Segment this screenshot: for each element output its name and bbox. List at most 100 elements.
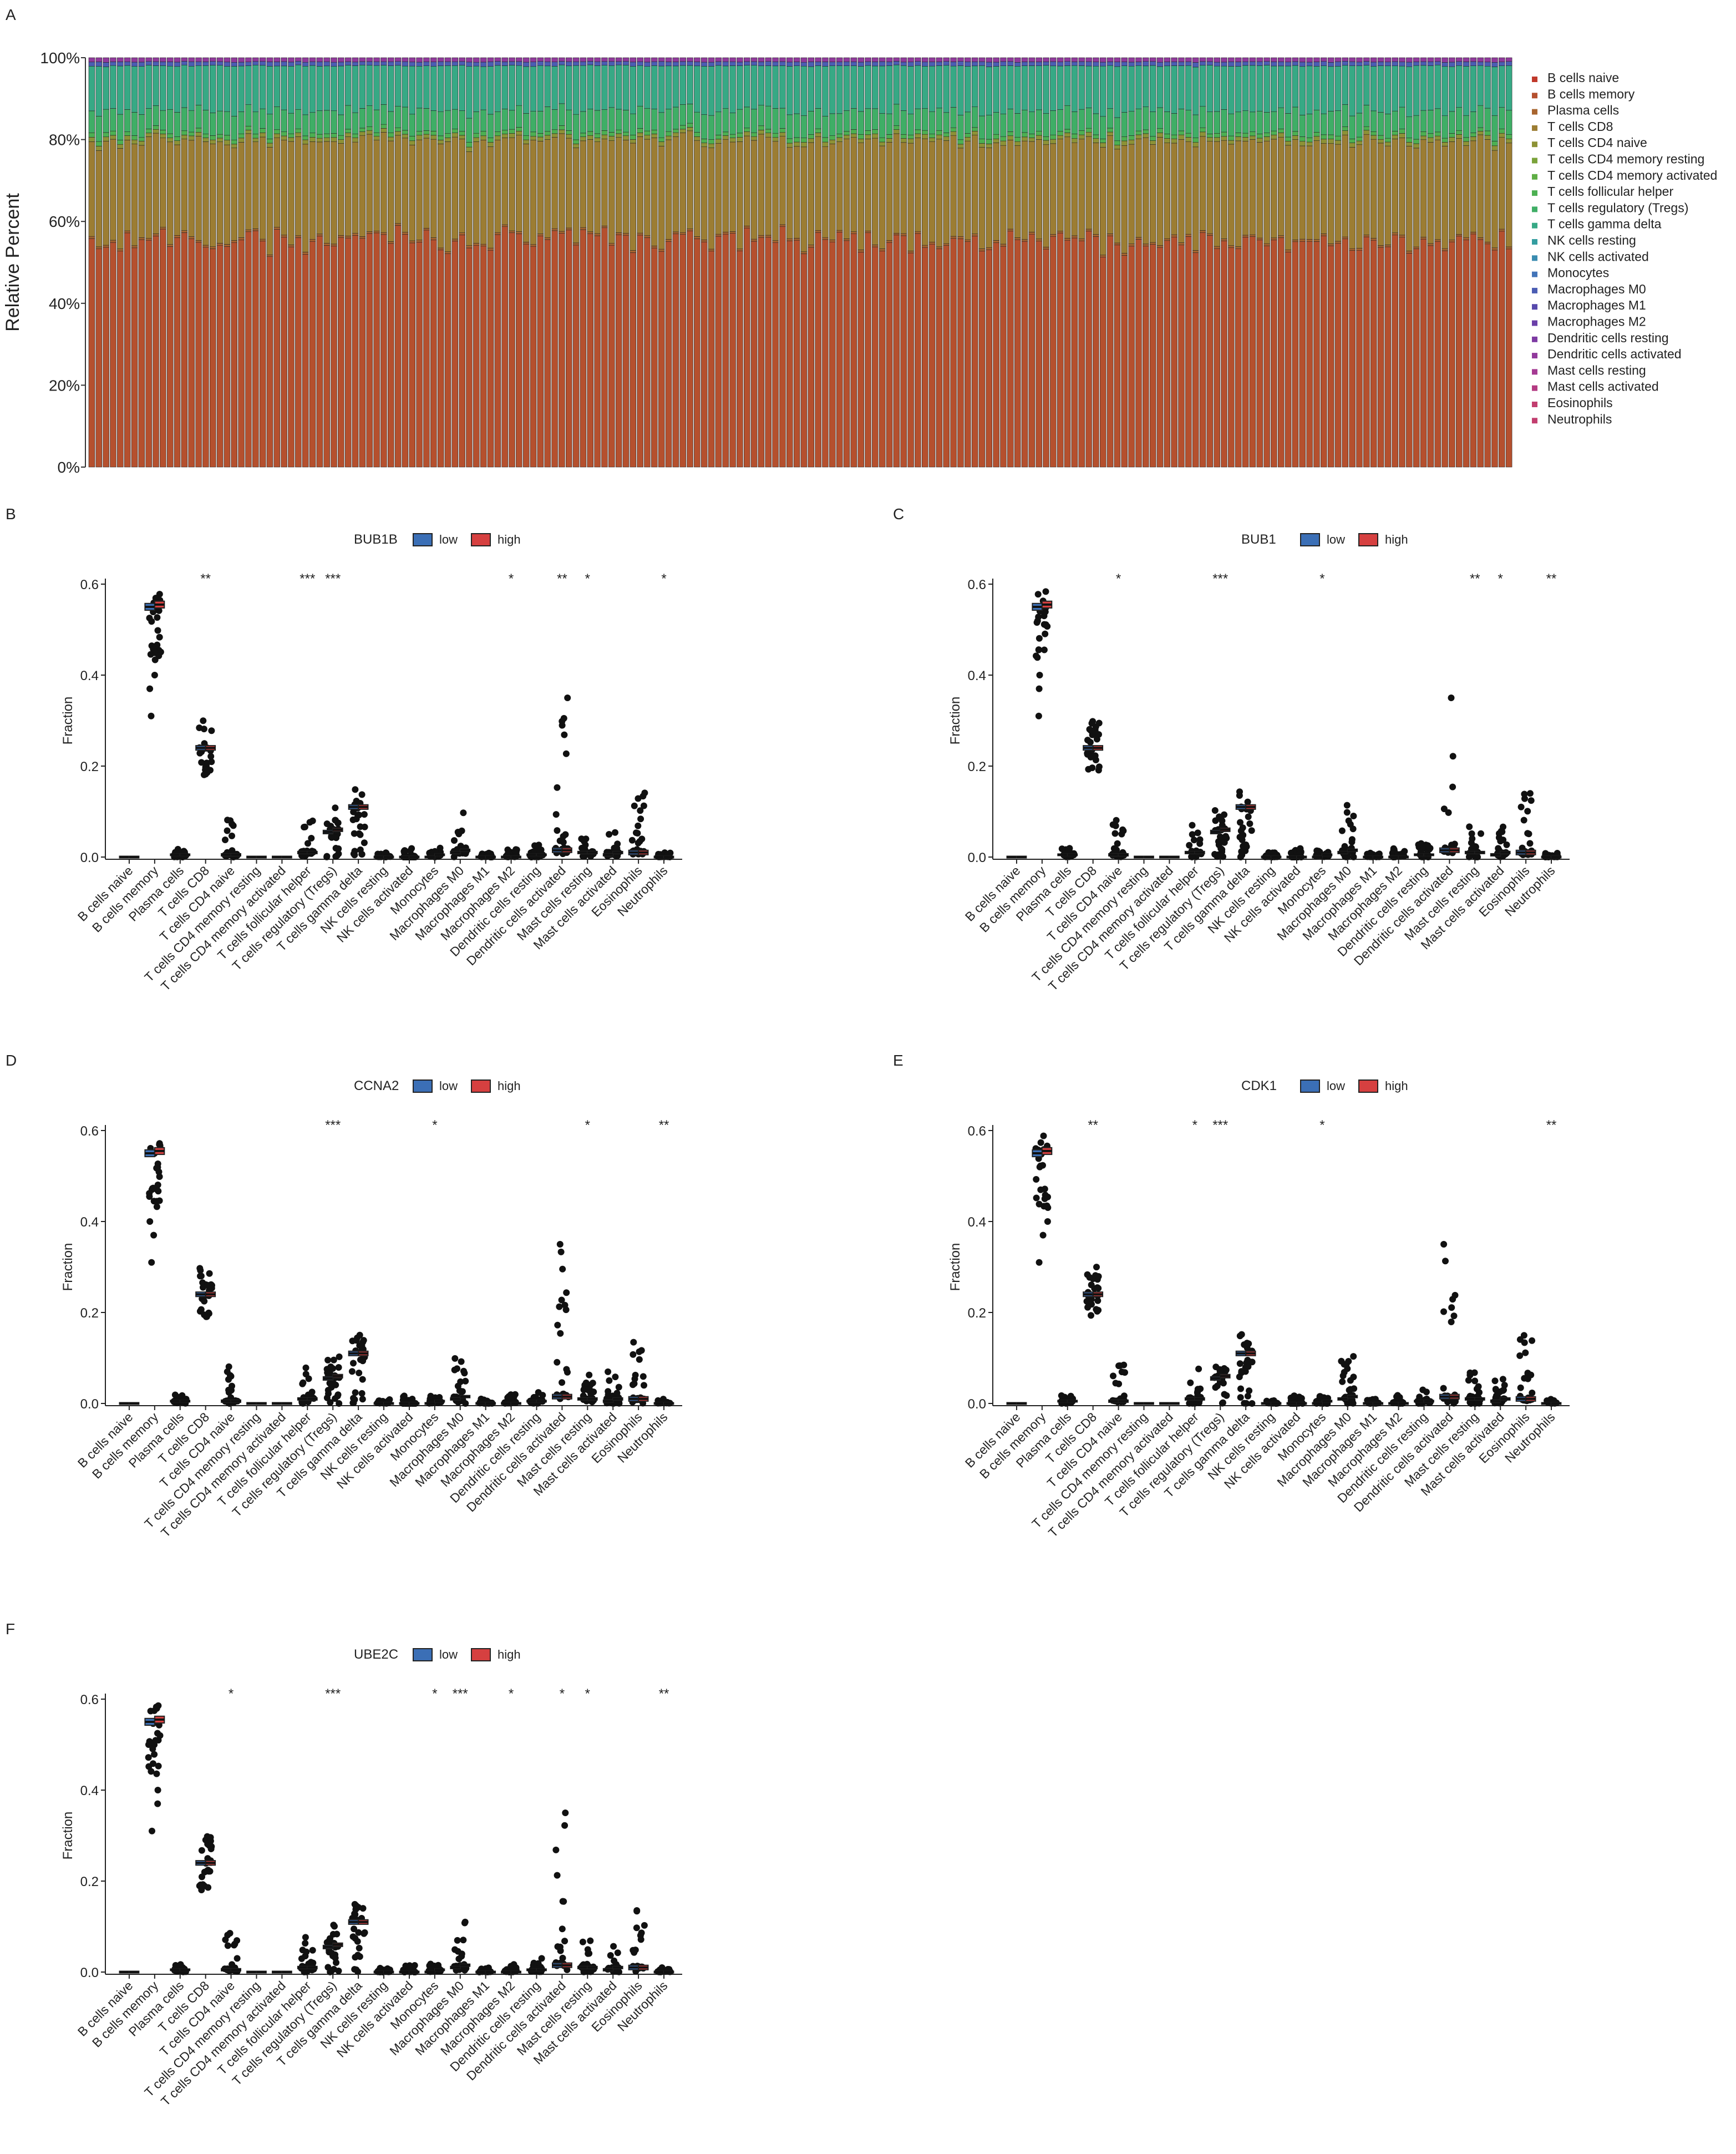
legend-swatch	[1532, 418, 1537, 424]
stacked-bar-segment	[808, 245, 815, 248]
stacked-bar-segment	[651, 138, 658, 246]
stacked-bar-segment	[95, 249, 103, 468]
stacked-bar-segment	[565, 109, 572, 131]
stacked-bar-segment	[630, 62, 637, 67]
stacked-bar-segment	[494, 61, 501, 66]
data-point	[1471, 1377, 1479, 1385]
stacked-bar-segment	[153, 105, 159, 126]
stacked-bar-segment	[209, 143, 216, 247]
stacked-bar-segment	[1156, 66, 1164, 108]
stacked-bar-segment	[1000, 136, 1007, 141]
stacked-bar-segment	[359, 61, 366, 65]
data-point	[1236, 792, 1243, 799]
stacked-bar-segment	[559, 57, 565, 62]
data-point	[1041, 1185, 1048, 1193]
stacked-bar-segment	[1334, 57, 1342, 62]
data-point	[154, 1182, 161, 1188]
stacked-bar-segment	[387, 57, 394, 62]
significance-mark: *	[661, 571, 666, 586]
data-point	[458, 1950, 465, 1958]
data-point	[637, 807, 644, 814]
stacked-bar-segment	[1441, 250, 1448, 468]
stacked-bar-segment	[216, 110, 224, 135]
stacked-bar-segment	[238, 237, 245, 240]
stacked-bar-segment	[758, 65, 765, 106]
stacked-bar-segment	[1085, 131, 1092, 137]
stacked-bar-segment	[266, 254, 273, 257]
data-point	[1448, 695, 1455, 701]
stacked-bar-segment	[850, 62, 857, 66]
stacked-bar-segment	[1441, 248, 1448, 251]
stacked-bar-segment	[793, 57, 800, 62]
stacked-bar-segment	[302, 65, 309, 115]
stacked-bar-segment	[800, 254, 808, 468]
stacked-bar-segment	[836, 65, 843, 114]
stacked-bar-segment	[1078, 65, 1085, 110]
stacked-bar-segment	[252, 134, 259, 139]
stacked-bar-segment	[1434, 139, 1441, 240]
stacked-bar-segment	[1392, 235, 1398, 468]
stacked-bar-segment	[216, 138, 224, 143]
stacked-bar-segment	[1114, 149, 1121, 244]
stacked-bar-segment	[886, 62, 893, 66]
stacked-bar-segment	[537, 235, 544, 468]
data-point	[330, 1922, 337, 1929]
stacked-bar-segment	[480, 109, 487, 132]
stacked-bar-segment	[936, 65, 943, 109]
stacked-bar-segment	[1484, 130, 1491, 136]
data-point	[1448, 1304, 1455, 1311]
stacked-bar-segment	[808, 62, 815, 67]
y-tick-label: 0.4	[80, 1215, 99, 1230]
stacked-bar-segment	[402, 134, 409, 139]
significance-mark: *	[1319, 1118, 1324, 1133]
stacked-bar-segment	[1434, 64, 1441, 109]
stacked-bar-segment	[466, 146, 473, 152]
legend-label: Macrophages M2	[1547, 315, 1646, 329]
data-point	[632, 1371, 639, 1378]
data-point	[459, 1388, 466, 1395]
data-point	[1116, 1362, 1123, 1369]
stacked-bar-segment	[238, 133, 245, 139]
significance-mark: **	[200, 571, 211, 586]
stacked-bar-segment	[1349, 248, 1356, 251]
data-point	[586, 1371, 593, 1378]
stacked-bar-segment	[822, 62, 829, 67]
stacked-bar-segment	[295, 235, 302, 238]
stacked-bar-segment	[288, 113, 295, 134]
stacked-bar-segment	[88, 62, 95, 67]
stacked-bar-segment	[1071, 235, 1078, 239]
data-point	[636, 1356, 643, 1363]
y-axis-title: Fraction	[60, 1812, 75, 1860]
data-point	[558, 1296, 565, 1304]
significance-mark: *	[432, 1118, 437, 1133]
significance-mark: **	[1546, 1118, 1557, 1133]
stacked-bar-segment	[181, 232, 188, 468]
stacked-bar-segment	[1000, 113, 1007, 137]
stacked-bar-segment	[822, 239, 829, 468]
stacked-bar-segment	[138, 141, 145, 146]
stacked-bar-segment	[815, 136, 821, 231]
data-point	[1248, 1400, 1256, 1407]
stacked-bar-segment	[202, 62, 209, 66]
stacked-bar-segment	[608, 140, 615, 244]
stacked-bar-segment	[672, 57, 679, 62]
stacked-bar-segment	[1199, 57, 1206, 62]
stacked-bar-segment	[808, 111, 815, 135]
stacked-bar-segment	[1427, 137, 1434, 143]
stacked-bar-segment	[971, 236, 978, 468]
stacked-bar-segment	[750, 57, 758, 62]
data-point	[352, 786, 359, 793]
stacked-bar-segment	[281, 140, 287, 236]
stacked-bar-segment	[522, 62, 530, 67]
stacked-bar-segment	[936, 57, 943, 62]
stacked-bar-segment	[124, 61, 131, 66]
stacked-bar-segment	[679, 61, 686, 66]
stacked-bar-segment	[487, 146, 494, 249]
stacked-bar-segment	[202, 57, 209, 62]
stacked-bar-segment	[658, 137, 665, 142]
stacked-bar-segment	[950, 236, 957, 239]
stacked-bar-segment	[103, 67, 109, 110]
data-point	[578, 844, 585, 852]
legend-label: T cells CD4 naive	[1547, 135, 1647, 150]
stacked-bar-segment	[836, 113, 843, 134]
